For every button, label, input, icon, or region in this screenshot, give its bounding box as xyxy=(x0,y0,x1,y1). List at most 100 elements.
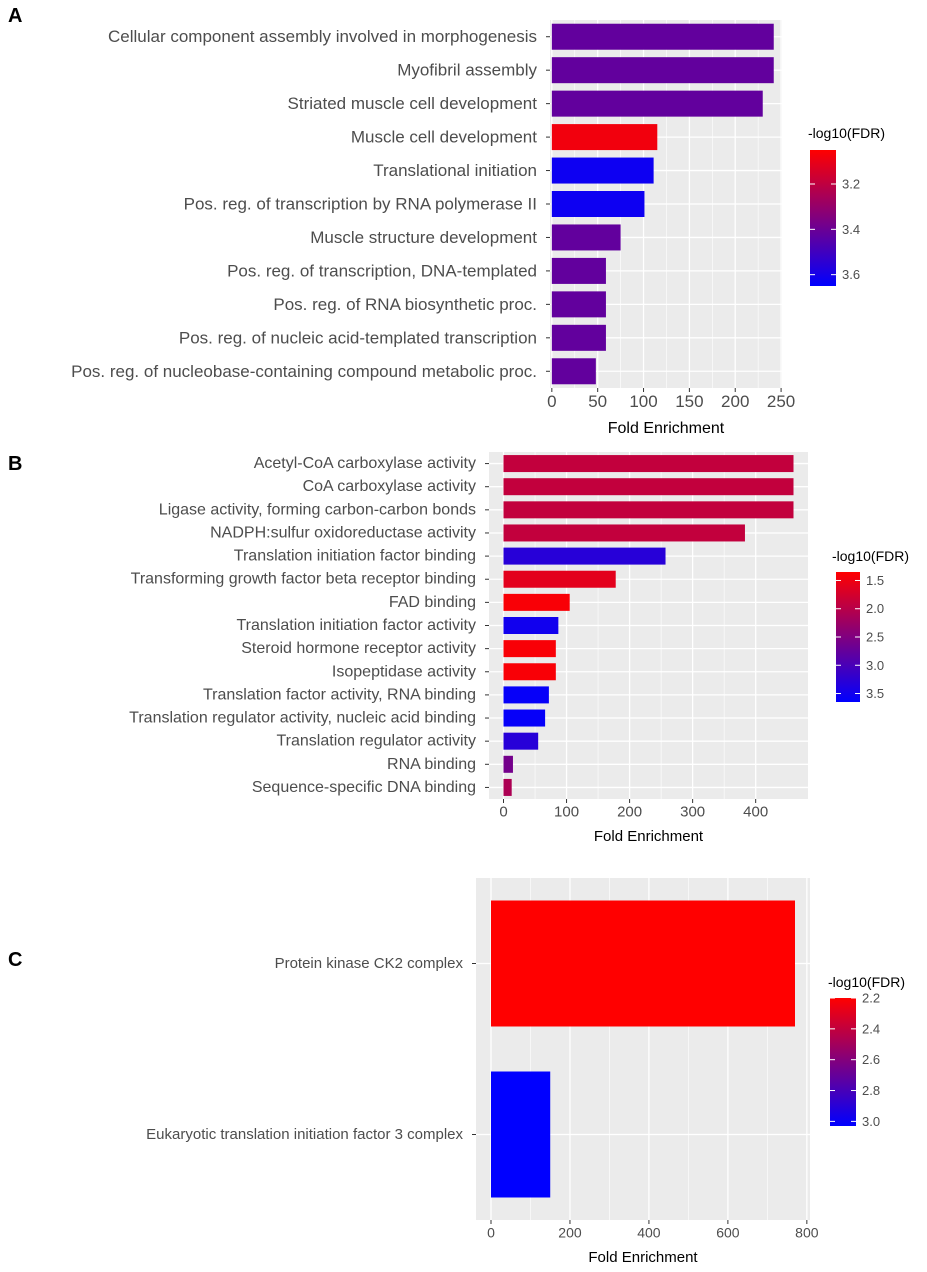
bar xyxy=(503,709,546,727)
bar xyxy=(503,501,794,519)
bar xyxy=(551,291,606,318)
category-label: Muscle cell development xyxy=(351,128,537,147)
legend-title: -log10(FDR) xyxy=(828,974,905,990)
category-label: Translation regulator activity, nucleic … xyxy=(129,710,476,727)
x-tick-label: 200 xyxy=(617,803,642,820)
category-label: Pos. reg. of RNA biosynthetic proc. xyxy=(273,295,537,314)
bar xyxy=(551,57,774,84)
x-tick-label: 200 xyxy=(558,1224,582,1240)
legend-title: -log10(FDR) xyxy=(832,548,909,564)
category-label: RNA binding xyxy=(387,756,476,773)
x-axis-title: Fold Enrichment xyxy=(594,828,704,845)
legend-tick-label: 3.0 xyxy=(862,1114,880,1129)
x-axis-title: Fold Enrichment xyxy=(588,1249,698,1266)
bar xyxy=(551,257,606,284)
panel-label-b: B xyxy=(8,453,22,475)
legend-tick-label: 3.2 xyxy=(842,177,860,192)
legend-tick-label: 2.8 xyxy=(862,1083,880,1098)
category-label: Protein kinase CK2 complex xyxy=(275,955,464,972)
legend-tick-label: 3.5 xyxy=(866,686,884,701)
legend-tick-label: 2.0 xyxy=(866,601,884,616)
bar xyxy=(491,900,795,1027)
panel-b: B Acetyl-CoA carboxylase activity CoA carb… xyxy=(8,452,909,845)
x-tick-label: 0 xyxy=(487,1224,495,1240)
category-label: FAD binding xyxy=(389,594,476,611)
legend-tick-label: 2.2 xyxy=(862,991,880,1006)
x-tick-label: 400 xyxy=(637,1224,661,1240)
category-label: Translation regulator activity xyxy=(277,733,477,750)
category-label: Striated muscle cell development xyxy=(288,94,538,113)
category-label: Pos. reg. of nucleic acid-templated tran… xyxy=(179,328,537,347)
legend-tick-label: 2.4 xyxy=(862,1021,880,1036)
legend-title: -log10(FDR) xyxy=(808,125,885,141)
x-tick-label: 800 xyxy=(795,1224,819,1240)
bar xyxy=(503,478,794,496)
category-label: Ligase activity, forming carbon-carbon b… xyxy=(159,501,476,518)
bar xyxy=(503,778,512,796)
category-label: Cellular component assembly involved in … xyxy=(108,27,537,46)
x-tick-label: 250 xyxy=(767,392,795,411)
panel-a: A Cellular component assembly involved in… xyxy=(8,5,885,437)
bar xyxy=(551,358,596,385)
x-tick-label: 50 xyxy=(588,392,607,411)
bar xyxy=(503,547,666,565)
legend-tick-label: 2.6 xyxy=(862,1052,880,1067)
bar xyxy=(503,640,556,658)
x-tick-label: 0 xyxy=(499,803,507,820)
x-tick-label: 100 xyxy=(629,392,657,411)
bar xyxy=(503,455,794,473)
bar xyxy=(503,686,549,704)
bar xyxy=(551,124,658,151)
legend-tick-label: 3.6 xyxy=(842,267,860,282)
bar xyxy=(551,224,621,251)
x-tick-label: 150 xyxy=(675,392,703,411)
category-label: CoA carboxylase activity xyxy=(303,478,476,495)
legend-colorbar xyxy=(830,998,856,1126)
category-label: Myofibril assembly xyxy=(397,61,537,80)
category-label: Pos. reg. of transcription, DNA-template… xyxy=(227,261,537,280)
x-tick-label: 400 xyxy=(743,803,768,820)
bar xyxy=(503,570,616,588)
legend-tick-label: 2.5 xyxy=(866,630,884,645)
panel-label-c: C xyxy=(8,949,22,971)
bar xyxy=(491,1071,551,1198)
bar xyxy=(503,593,570,611)
x-axis-title: Fold Enrichment xyxy=(608,420,725,437)
legend-colorbar xyxy=(810,150,836,286)
category-label: Acetyl-CoA carboxylase activity xyxy=(254,455,476,472)
bar xyxy=(503,732,539,750)
bar xyxy=(551,324,606,351)
category-label: Eukaryotic translation initiation factor… xyxy=(146,1126,463,1143)
bar xyxy=(551,23,774,50)
legend-tick-label: 1.5 xyxy=(866,573,884,588)
x-tick-label: 100 xyxy=(554,803,579,820)
bar xyxy=(551,191,645,217)
panel-label-a: A xyxy=(8,5,22,27)
category-label: Sequence-specific DNA binding xyxy=(252,779,476,796)
bar xyxy=(551,90,763,117)
category-label: Translational initiation xyxy=(373,161,537,180)
legend-tick-label: 3.0 xyxy=(866,658,884,673)
category-label: Steroid hormone receptor activity xyxy=(241,640,476,657)
category-label: Pos. reg. of nucleobase-containing compo… xyxy=(71,362,537,381)
bar xyxy=(503,617,559,634)
category-label: Transforming growth factor beta receptor… xyxy=(131,571,476,588)
x-tick-label: 0 xyxy=(547,392,556,411)
category-label: Pos. reg. of transcription by RNA polyme… xyxy=(184,195,537,214)
panel-c: C Protein kinase CK2 complex Eukaryotic tr… xyxy=(8,878,905,1266)
category-label: NADPH:sulfur oxidoreductase activity xyxy=(210,524,476,541)
bar xyxy=(503,663,556,681)
category-label: Muscle structure development xyxy=(310,228,537,247)
x-tick-label: 600 xyxy=(716,1224,740,1240)
category-label: Isopeptidase activity xyxy=(332,663,476,680)
bar xyxy=(551,157,654,184)
category-label: Translation initiation factor activity xyxy=(236,617,476,634)
x-tick-label: 200 xyxy=(721,392,749,411)
bar xyxy=(503,755,513,773)
bar xyxy=(503,524,745,542)
legend-tick-label: 3.4 xyxy=(842,222,860,237)
x-tick-label: 300 xyxy=(680,803,705,820)
category-label: Translation factor activity, RNA binding xyxy=(203,686,476,703)
category-label: Translation initiation factor binding xyxy=(234,548,476,565)
